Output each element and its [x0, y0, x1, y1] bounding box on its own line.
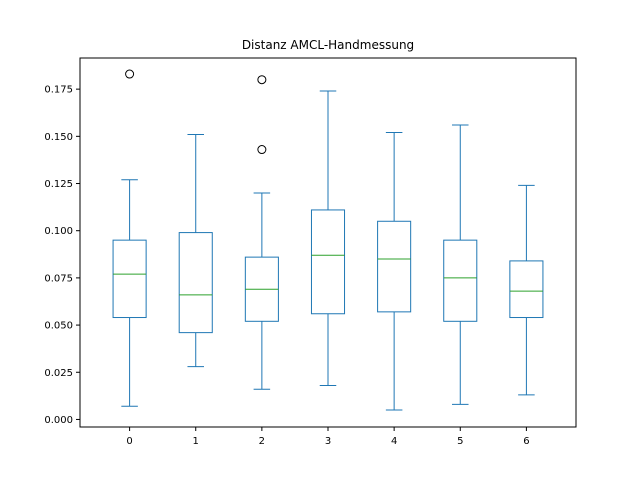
- plot-area: [112, 69, 544, 411]
- x-tick-label: 3: [325, 436, 331, 447]
- outlier-point: [257, 145, 267, 155]
- outlier-point: [125, 69, 135, 79]
- y-tick-label: 0.125: [44, 179, 73, 190]
- x-tick-label: 5: [457, 436, 463, 447]
- axes: 0.000 0.025 0.050 0.075 0.100 0.125 0.150 0.175…: [44, 57, 577, 447]
- x-tick-label: 6: [523, 436, 529, 447]
- box-group-1: [178, 133, 213, 368]
- iqr-box: [377, 220, 412, 313]
- box-group-5: [443, 124, 478, 405]
- outlier-point: [257, 75, 267, 85]
- box-group-6: [509, 184, 544, 396]
- y-tick-label: 0.175: [44, 85, 73, 96]
- iqr-box: [443, 239, 478, 322]
- y-tick-label: 0.075: [44, 273, 73, 284]
- chart-title: Distanz AMCL-Handmessung: [242, 38, 414, 52]
- y-tick-label: 0.000: [44, 415, 73, 426]
- iqr-box: [310, 209, 346, 315]
- y-tick-label: 0.100: [44, 226, 73, 237]
- iqr-box: [509, 260, 544, 319]
- box-group-2: [244, 75, 279, 390]
- x-tick-label: 1: [193, 436, 199, 447]
- box-group-3: [310, 90, 346, 386]
- y-tick-label: 0.050: [44, 321, 73, 332]
- x-tick-label: 2: [259, 436, 265, 447]
- iqr-box: [112, 239, 147, 319]
- y-tick-label: 0.150: [44, 132, 73, 143]
- x-tick-label: 4: [391, 436, 397, 447]
- x-tick-label: 0: [126, 436, 132, 447]
- box-group-4: [377, 132, 412, 411]
- iqr-box: [178, 232, 213, 334]
- y-tick-label: 0.025: [44, 368, 73, 379]
- box-group-0: [112, 69, 147, 407]
